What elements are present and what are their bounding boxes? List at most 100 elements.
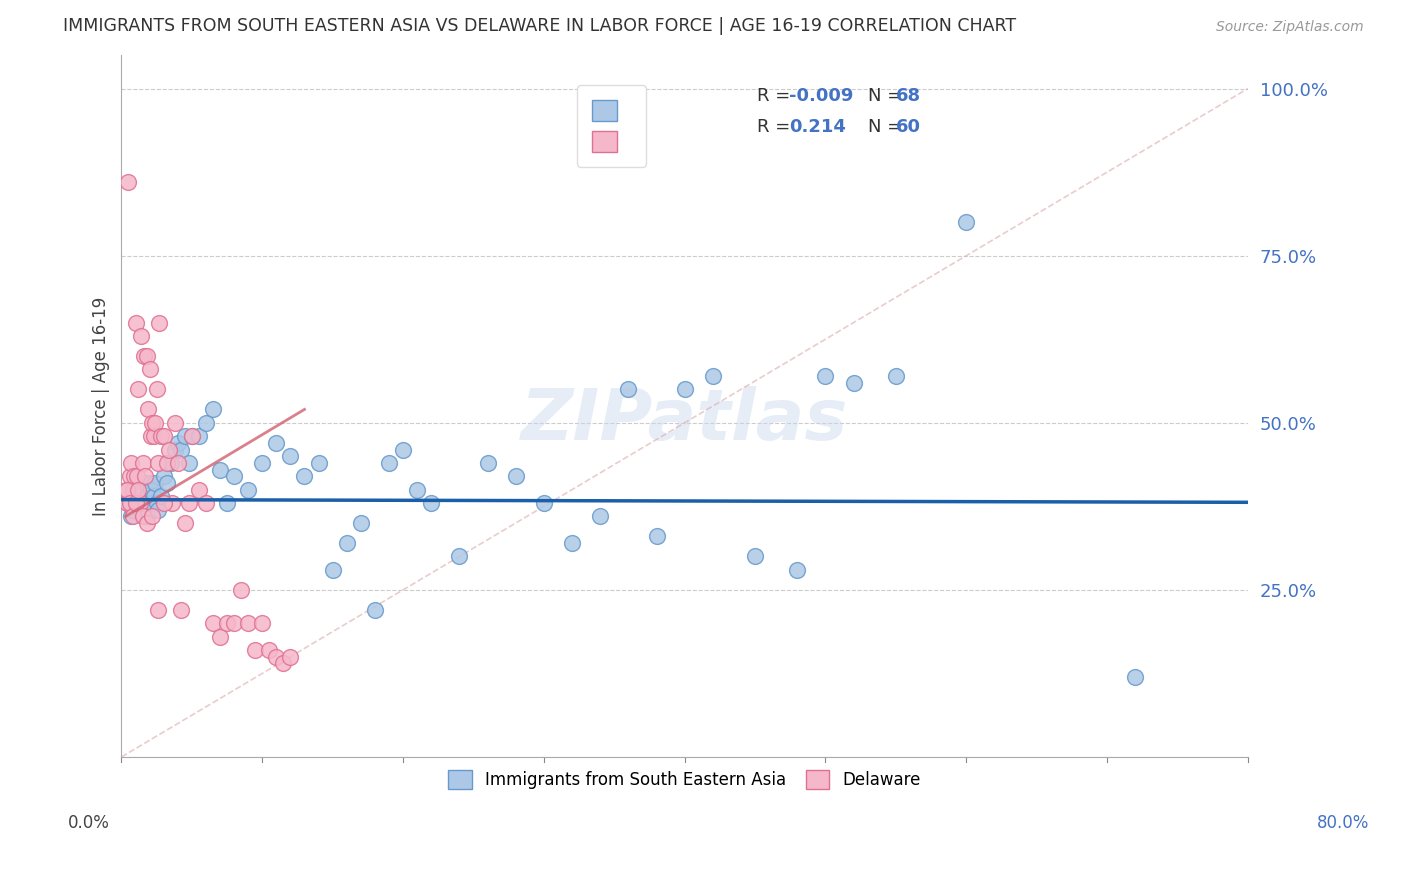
Point [259, 643, 281, 657]
Point [139, 429, 162, 443]
Point [122, 496, 145, 510]
Point [215, 496, 238, 510]
Point [115, 496, 138, 510]
Point [131, 483, 153, 497]
Point [134, 496, 156, 510]
Point [280, 649, 302, 664]
Text: 68: 68 [896, 87, 921, 105]
Point [266, 649, 288, 664]
Point [294, 469, 316, 483]
Point [125, 483, 148, 497]
Point [138, 475, 160, 490]
Point [135, 509, 157, 524]
Point [231, 582, 253, 597]
Point [131, 456, 153, 470]
Point [146, 603, 169, 617]
Point [273, 657, 295, 671]
Point [955, 215, 977, 229]
Point [406, 483, 429, 497]
Point [118, 469, 141, 483]
Point [114, 483, 136, 497]
Point [238, 483, 260, 497]
Point [561, 536, 583, 550]
Point [215, 616, 238, 631]
Point [115, 483, 138, 497]
Point [159, 456, 181, 470]
Text: ZIPatlas: ZIPatlas [522, 385, 848, 455]
Point [884, 369, 907, 384]
Point [245, 643, 267, 657]
Point [336, 536, 359, 550]
Point [157, 442, 180, 457]
Point [252, 616, 274, 631]
Point [173, 429, 195, 443]
Point [127, 496, 149, 510]
Point [702, 369, 724, 384]
Point [139, 483, 162, 497]
Point [744, 549, 766, 564]
Point [505, 469, 527, 483]
Point [208, 462, 231, 476]
Point [222, 616, 245, 631]
Point [187, 483, 209, 497]
Point [364, 603, 387, 617]
Point [120, 509, 142, 524]
Point [146, 502, 169, 516]
Text: R =: R = [758, 87, 796, 105]
Point [163, 442, 186, 457]
Point [166, 456, 188, 470]
Point [142, 429, 165, 443]
Point [132, 475, 155, 490]
Point [131, 509, 153, 524]
Point [122, 469, 145, 483]
Point [308, 456, 330, 470]
Point [1123, 670, 1146, 684]
Point [173, 516, 195, 530]
Point [645, 529, 668, 543]
Point [163, 416, 186, 430]
Point [155, 456, 177, 470]
Point [177, 456, 200, 470]
Point [124, 496, 146, 510]
Text: 0.0%: 0.0% [67, 814, 110, 831]
Point [142, 489, 165, 503]
Point [148, 316, 170, 330]
Text: N =: N = [869, 87, 908, 105]
Point [392, 442, 415, 457]
Point [201, 402, 224, 417]
Text: IMMIGRANTS FROM SOUTH EASTERN ASIA VS DELAWARE IN LABOR FORCE | AGE 16-19 CORREL: IMMIGRANTS FROM SOUTH EASTERN ASIA VS DE… [63, 17, 1017, 35]
Point [152, 496, 174, 510]
Point [138, 362, 160, 376]
Point [127, 382, 149, 396]
Point [134, 469, 156, 483]
Point [201, 616, 224, 631]
Point [420, 496, 443, 510]
Point [129, 329, 152, 343]
Point [117, 496, 139, 510]
Point [786, 563, 808, 577]
Point [533, 496, 555, 510]
Point [842, 376, 865, 390]
Point [121, 509, 143, 524]
Point [814, 369, 837, 384]
Point [128, 502, 150, 516]
Point [135, 516, 157, 530]
Point [129, 489, 152, 503]
Point [127, 483, 149, 497]
Point [128, 496, 150, 510]
Point [136, 489, 159, 503]
Point [141, 416, 163, 430]
Point [589, 509, 612, 524]
Text: R =: R = [758, 118, 801, 136]
Point [194, 496, 217, 510]
Point [121, 483, 143, 497]
Point [350, 516, 373, 530]
Text: -0.009: -0.009 [789, 87, 853, 105]
Point [238, 616, 260, 631]
Point [180, 429, 202, 443]
Point [166, 435, 188, 450]
Point [155, 475, 177, 490]
Point [252, 456, 274, 470]
Point [673, 382, 696, 396]
Point [143, 416, 166, 430]
